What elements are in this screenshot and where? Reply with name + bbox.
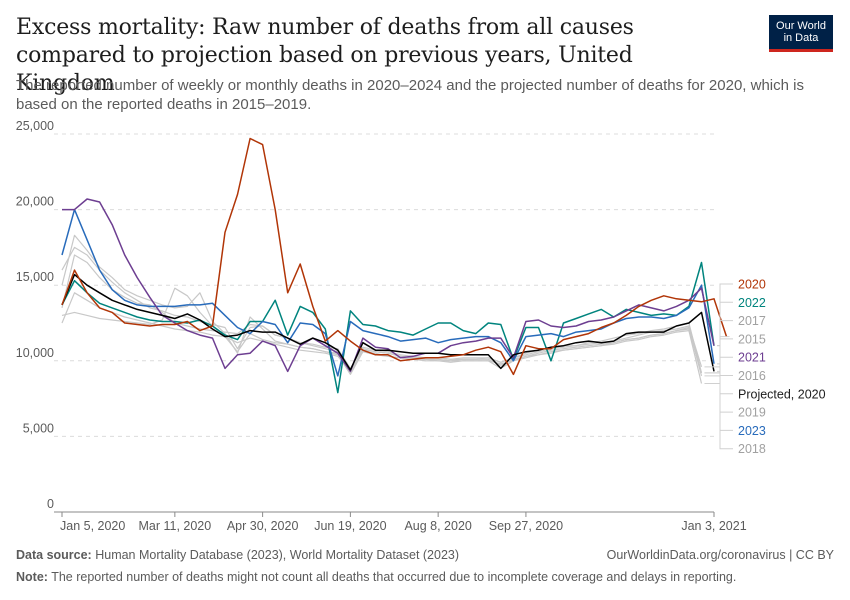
x-tick-label: Aug 8, 2020 — [404, 519, 471, 533]
data-source: Data source: Human Mortality Database (2… — [16, 548, 459, 562]
data-source-label: Data source: — [16, 548, 92, 562]
legend-label[interactable]: 2023 — [738, 424, 766, 438]
x-tick-label: Apr 30, 2020 — [227, 519, 299, 533]
x-tick-label: Sep 27, 2020 — [489, 519, 563, 533]
legend-connector — [717, 370, 733, 395]
note-text: The reported number of deaths might not … — [51, 570, 737, 584]
series-line-2016[interactable] — [61, 287, 703, 377]
data-source-text: Human Mortality Database (2023), World M… — [95, 548, 460, 562]
line-chart: 0 5,000 10,000 15,000 20,000 25,000 Jan 5, 20… — [16, 119, 826, 533]
legend-label[interactable]: 2021 — [738, 351, 766, 365]
y-tick-label: 15,000 — [16, 270, 54, 284]
series-line-2022[interactable] — [61, 261, 715, 394]
source-url-link[interactable]: OurWorldinData.org/coronavirus | CC BY — [606, 548, 834, 562]
legend-connector — [719, 283, 733, 338]
owid-logo[interactable]: Our World in Data — [769, 15, 833, 52]
series-line-2020[interactable] — [61, 137, 728, 376]
legend-label[interactable]: 2016 — [738, 369, 766, 383]
series-lines — [61, 137, 728, 394]
x-tick-label: Jan 3, 2021 — [681, 519, 746, 533]
legend-label[interactable]: 2018 — [738, 442, 766, 456]
logo-line-2: in Data — [783, 32, 819, 44]
series-line-2021[interactable] — [62, 198, 715, 373]
chart-note: Note: The reported number of deaths migh… — [16, 570, 736, 584]
legend-connector — [717, 345, 733, 358]
y-axis-ticks: 0 5,000 10,000 15,000 20,000 25,000 — [16, 119, 54, 511]
legend-connector — [704, 372, 733, 450]
legend: 2020 2022 2017 2015 2021 2016 Projected, 2020 2… — [704, 278, 826, 456]
series-line-projected-2020[interactable] — [61, 273, 715, 372]
y-tick-label: 0 — [47, 497, 54, 511]
legend-label[interactable]: 2022 — [738, 296, 766, 310]
x-tick-label: Mar 11, 2020 — [138, 519, 211, 533]
legend-label[interactable]: 2015 — [738, 332, 766, 346]
y-tick-label: 25,000 — [16, 119, 54, 133]
logo-line-1: Our World — [776, 20, 826, 32]
x-tick-label: Jun 19, 2020 — [314, 519, 386, 533]
series-line-2018[interactable] — [61, 234, 703, 374]
y-tick-label: 20,000 — [16, 195, 54, 209]
legend-connector — [717, 363, 733, 431]
legend-label[interactable]: 2019 — [738, 406, 766, 420]
y-tick-label: 5,000 — [23, 421, 54, 435]
x-tick-label: Jan 5, 2020 — [60, 519, 125, 533]
note-label: Note: — [16, 570, 48, 584]
legend-label[interactable]: 2017 — [738, 314, 766, 328]
series-line-2023[interactable] — [61, 208, 715, 377]
chart-title: Excess mortality: Raw number of deaths f… — [16, 15, 634, 96]
grid-lines — [54, 133, 714, 513]
legend-connector — [704, 382, 733, 413]
y-tick-label: 10,000 — [16, 346, 54, 360]
legend-label[interactable]: 2020 — [738, 278, 766, 292]
legend-label[interactable]: Projected, 2020 — [738, 387, 826, 401]
x-axis-ticks: Jan 5, 2020 Mar 11, 2020 Apr 30, 2020 Jun 1… — [60, 512, 747, 533]
chart-subtitle: The reported number of weekly or monthly… — [16, 77, 804, 113]
